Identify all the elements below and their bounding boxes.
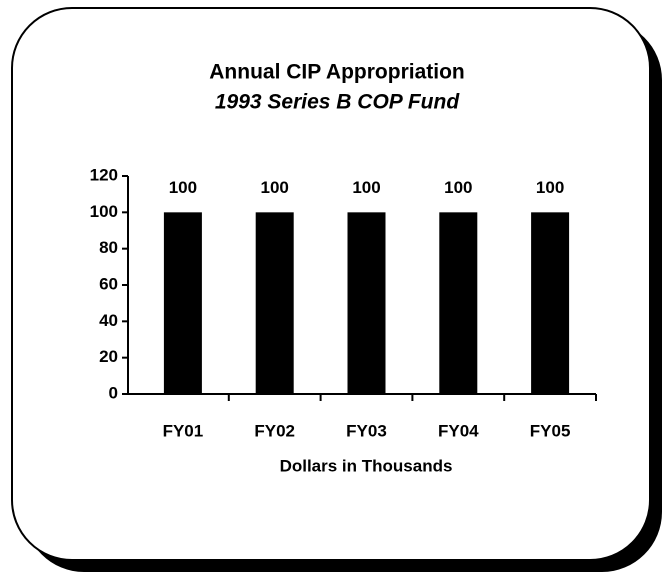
y-tick-label: 20 [99, 347, 118, 366]
bar [439, 212, 478, 394]
x-axis-title: Dollars in Thousands [280, 456, 453, 475]
y-tick-label: 0 [109, 383, 118, 402]
x-tick-label: FY02 [254, 421, 295, 440]
y-tick-label: 80 [99, 238, 118, 257]
bar [347, 212, 386, 394]
bar [163, 212, 202, 394]
y-tick-label: 40 [99, 311, 118, 330]
data-label: 100 [261, 178, 289, 197]
data-label: 100 [444, 178, 472, 197]
x-tick-label: FY03 [346, 421, 387, 440]
x-tick-label: FY05 [530, 421, 571, 440]
data-label: 100 [169, 178, 197, 197]
y-tick-label: 60 [99, 274, 118, 293]
x-tick-label: FY04 [438, 421, 479, 440]
x-tick-label: FY01 [163, 421, 204, 440]
y-tick-label: 120 [90, 165, 118, 184]
frame [11, 7, 651, 561]
data-label: 100 [536, 178, 564, 197]
chart-title: Annual CIP Appropriation [209, 61, 465, 84]
bar [531, 212, 570, 394]
bar [255, 212, 294, 394]
chart-subtitle: 1993 Series B COP Fund [215, 91, 460, 114]
y-tick-label: 100 [90, 202, 118, 221]
data-label: 100 [352, 178, 380, 197]
